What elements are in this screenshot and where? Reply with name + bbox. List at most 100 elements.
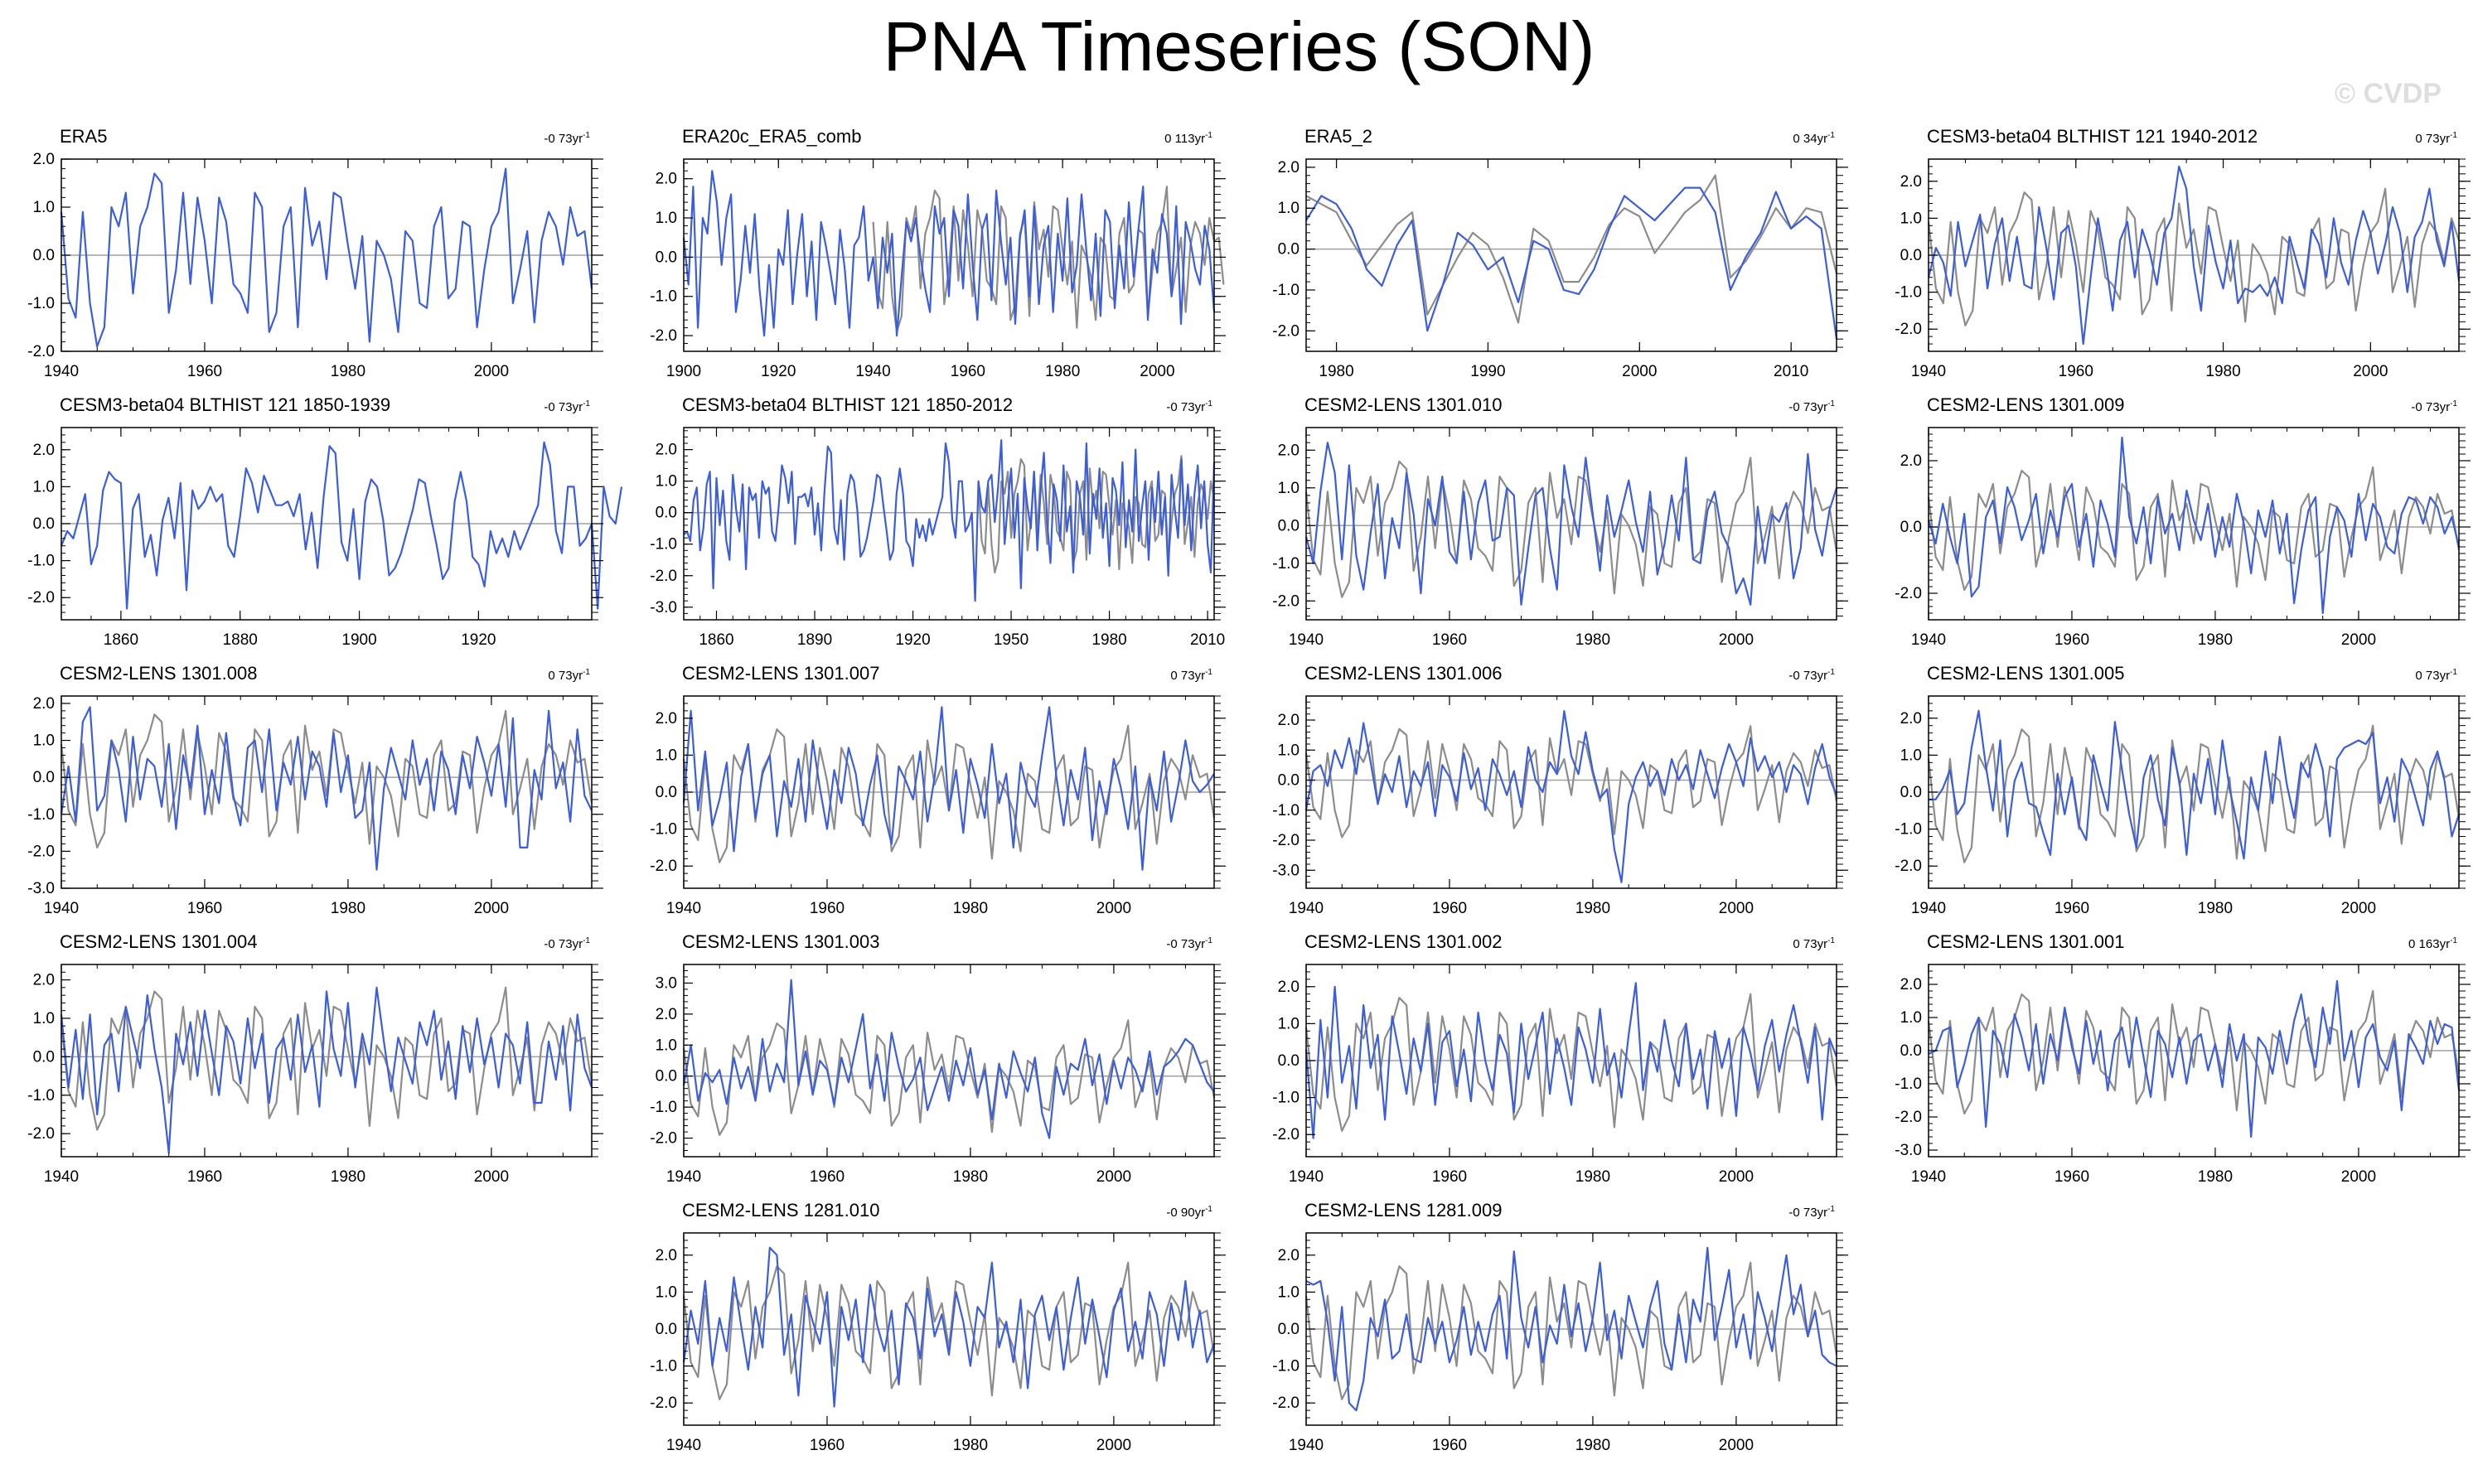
- plot-frame: [1305, 427, 1837, 621]
- model-series-line: [683, 439, 1216, 602]
- y-tick-label: 0.0: [33, 769, 55, 786]
- model-series-line: [1928, 979, 2461, 1138]
- y-tick-label: 2.0: [33, 151, 55, 168]
- y-tick-label: -2.0: [1895, 1109, 1922, 1126]
- obs-series-line: [1304, 457, 1838, 598]
- y-tick-label: 1.0: [656, 1283, 677, 1301]
- y-tick-label: 0.0: [1278, 517, 1299, 534]
- trend-label: 0 73yr-1: [2415, 668, 2457, 683]
- model-series-line: [60, 167, 593, 348]
- panel-cesm2-lens-1281-010: CESM2-LENS 1281.010 -0 90yr-1 1940 1960 1980…: [650, 1200, 1226, 1454]
- x-tick-label: 2000: [1719, 1168, 1754, 1186]
- x-tick-label: 1960: [951, 363, 985, 380]
- x-tick-label: 2000: [2341, 631, 2376, 649]
- x-tick-label: 2000: [1719, 1437, 1754, 1454]
- x-tick-label: 1980: [2198, 1168, 2233, 1186]
- y-tick-label: -3.0: [650, 599, 677, 616]
- panel-cesm2-lens-1301-002: CESM2-LENS 1301.002 0 73yr-1 1940 1960 1980 2…: [1272, 931, 1848, 1186]
- obs-series-line: [682, 724, 1216, 863]
- watermark: © CVDP: [2335, 78, 2442, 109]
- panel-era5-2: ERA5_2 0 34yr-1 1980 1990 2000 2010 -2.0 -1.0 0.…: [1272, 126, 1848, 380]
- plot-frame: [1305, 158, 1837, 352]
- x-tick-label: 1980: [2198, 631, 2233, 649]
- model-series-line: [1304, 982, 1838, 1139]
- model-series-line: [682, 706, 1215, 871]
- y-tick-label: 1.0: [656, 210, 677, 227]
- x-tick-label: 1960: [2055, 1168, 2089, 1186]
- y-tick-label: 0.0: [1278, 241, 1299, 259]
- model-series-line: [1304, 442, 1838, 606]
- x-tick-label: 1940: [1289, 900, 1324, 917]
- y-tick-label: 2.0: [656, 1006, 677, 1023]
- panel-cesm2-lens-1301-007: CESM2-LENS 1301.007 0 73yr-1 1940 1960 1980 2…: [650, 663, 1226, 917]
- x-tick-label: 1940: [1911, 631, 1946, 649]
- y-tick-label: -1.0: [650, 821, 677, 839]
- x-tick-label: 1920: [895, 631, 930, 649]
- model-series-line: [60, 441, 623, 610]
- panel-cesm3-beta04-blthist-121-1850-2012: CESM3-beta04 BLTHIST 121 1850-2012 -0 73y…: [650, 394, 1226, 649]
- trend-label: -0 73yr-1: [1788, 399, 1835, 414]
- y-tick-label: 0.0: [656, 505, 677, 522]
- y-tick-label: 0.0: [1900, 784, 1922, 801]
- y-tick-label: 0.0: [1278, 1321, 1299, 1338]
- panel-cesm2-lens-1301-003: CESM2-LENS 1301.003 -0 73yr-1 1940 1960 1980…: [650, 931, 1226, 1186]
- y-tick-label: -2.0: [1272, 1395, 1299, 1412]
- x-tick-label: 1940: [666, 900, 701, 917]
- x-tick-label: 2000: [1719, 900, 1754, 917]
- x-tick-label: 1960: [1432, 1437, 1467, 1454]
- model-series-line: [682, 1246, 1216, 1408]
- x-tick-label: 1940: [1911, 363, 1946, 380]
- y-tick-label: 1.0: [1278, 1283, 1299, 1301]
- y-tick-label: 2.0: [1278, 1247, 1299, 1264]
- plot-frame: [1928, 427, 2460, 621]
- y-tick-label: 0.0: [1900, 1042, 1922, 1060]
- panel-cesm2-lens-1301-004: CESM2-LENS 1301.004 -0 73yr-1 1940 1960 1980…: [27, 931, 603, 1186]
- y-tick-label: -2.0: [1895, 321, 1922, 338]
- y-tick-label: 2.0: [656, 171, 677, 188]
- y-tick-label: 2.0: [33, 972, 55, 989]
- x-tick-label: 1960: [2059, 363, 2093, 380]
- y-tick-label: 0.0: [1900, 519, 1922, 536]
- trend-label: 0 73yr-1: [2415, 131, 2457, 146]
- x-tick-label: 1940: [44, 1168, 79, 1186]
- x-tick-label: 1900: [341, 631, 376, 649]
- y-tick-label: 1.0: [1900, 1009, 1922, 1027]
- x-tick-label: 1980: [1575, 900, 1610, 917]
- y-tick-label: 0.0: [1278, 1052, 1299, 1070]
- y-tick-label: 1.0: [656, 747, 677, 764]
- x-tick-label: 1940: [666, 1168, 701, 1186]
- trend-label: 0 34yr-1: [1793, 131, 1835, 146]
- trend-label: -0 73yr-1: [1788, 1205, 1835, 1220]
- x-tick-label: 1890: [797, 631, 832, 649]
- panel-title: CESM2-LENS 1301.009: [1927, 394, 2124, 415]
- x-tick-label: 1980: [1091, 631, 1126, 649]
- y-tick-label: -2.0: [650, 327, 677, 345]
- y-tick-label: -1.0: [1272, 282, 1299, 299]
- model-series-line: [1305, 1246, 1837, 1412]
- y-tick-label: 2.0: [1278, 712, 1299, 729]
- panel-title: CESM2-LENS 1301.007: [682, 663, 879, 684]
- trend-label: -0 73yr-1: [544, 399, 590, 414]
- y-tick-label: -2.0: [27, 843, 55, 860]
- y-tick-label: 2.0: [1900, 173, 1922, 191]
- x-tick-label: 1980: [953, 1437, 988, 1454]
- y-tick-label: -2.0: [27, 589, 55, 607]
- x-tick-label: 1940: [1289, 631, 1324, 649]
- panel-title: CESM2-LENS 1301.004: [60, 931, 257, 952]
- x-tick-label: 2010: [1190, 631, 1225, 649]
- y-tick-label: 2.0: [33, 442, 55, 459]
- y-tick-label: 1.0: [33, 732, 55, 750]
- panel-cesm2-lens-1301-009: CESM2-LENS 1301.009 -0 73yr-1 1940 1960 1980…: [1895, 394, 2471, 649]
- x-tick-label: 2000: [2353, 363, 2388, 380]
- y-tick-label: -1.0: [1895, 1076, 1922, 1093]
- y-tick-label: 0.0: [33, 247, 55, 264]
- x-tick-label: 1960: [810, 900, 845, 917]
- x-tick-label: 1940: [1289, 1168, 1324, 1186]
- obs-series-line: [1927, 466, 2461, 592]
- x-tick-label: 1960: [1432, 1168, 1467, 1186]
- x-tick-label: 1980: [1319, 363, 1353, 380]
- y-tick-label: 2.0: [1900, 710, 1922, 727]
- plot-frame: [683, 427, 1215, 621]
- y-tick-label: -1.0: [27, 806, 55, 824]
- plot-frame: [60, 964, 593, 1158]
